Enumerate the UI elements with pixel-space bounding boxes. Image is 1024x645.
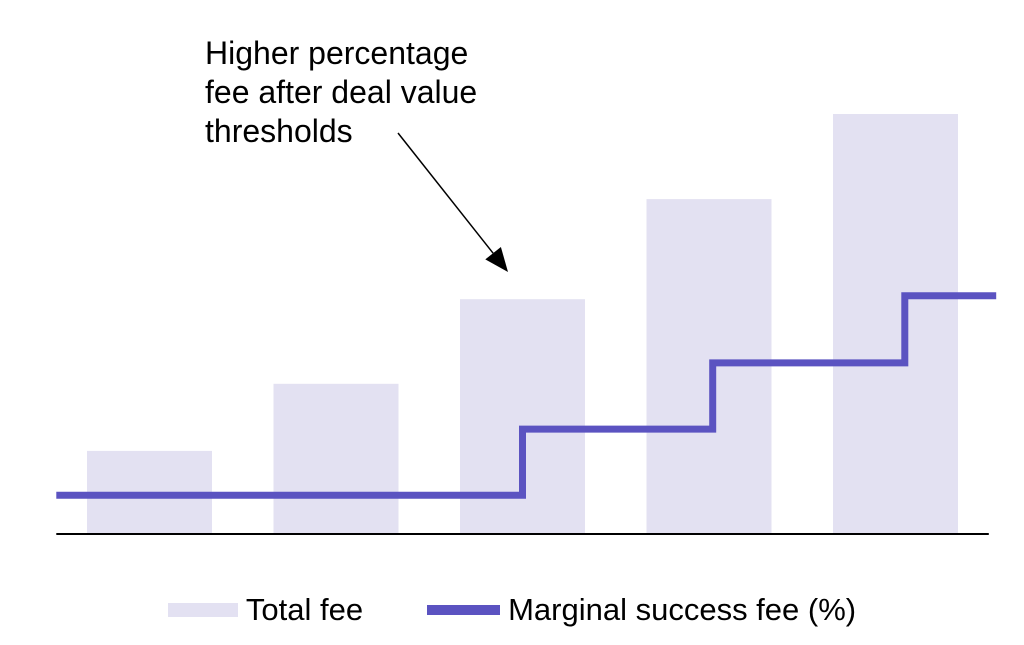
legend-label-total-fee: Total fee xyxy=(245,592,364,627)
marginal-fee-swatch xyxy=(427,605,501,615)
annotation-arrow-line xyxy=(397,132,494,254)
legend-item-marginal-fee: Marginal success fee (%) xyxy=(427,592,856,628)
total-fee-bar xyxy=(273,383,399,533)
legend-item-total-fee: Total fee xyxy=(167,592,364,628)
annotation-arrowhead-icon xyxy=(485,247,508,272)
legend: Total fee Marginal success fee (%) xyxy=(0,592,1024,628)
total-fee-swatch xyxy=(167,603,238,617)
annotation-text: Higher percentage fee after deal value t… xyxy=(205,35,478,149)
total-fee-bar xyxy=(833,114,958,533)
marginal-fee-step-line xyxy=(56,292,997,499)
legend-label-marginal-fee: Marginal success fee (%) xyxy=(508,592,857,627)
